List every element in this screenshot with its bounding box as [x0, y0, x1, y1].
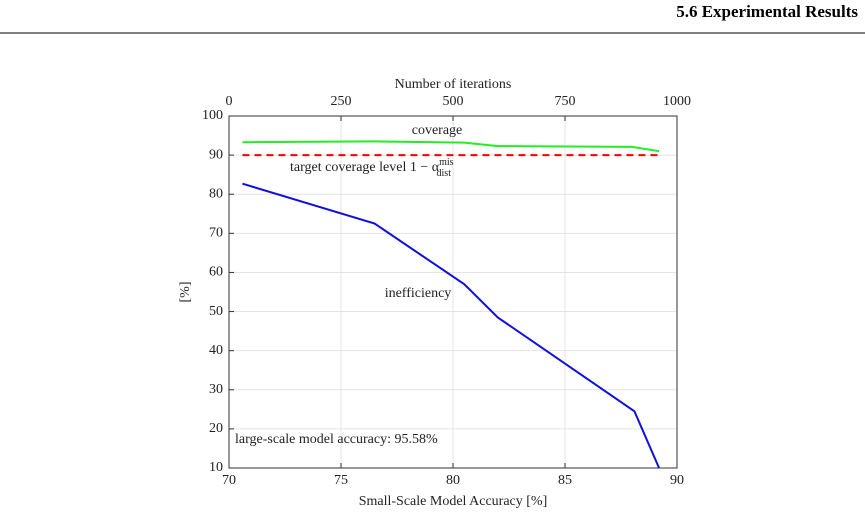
label-subscript: dist [437, 168, 452, 179]
plot-frame [228, 115, 678, 469]
y-tick-label: 40 [209, 343, 223, 358]
x-tick-label: 70 [222, 473, 236, 488]
series-label: coverage [412, 123, 463, 138]
x-tick-label: 80 [446, 473, 460, 488]
y-tick-label: 100 [202, 108, 223, 123]
y-tick-label: 60 [209, 265, 223, 280]
x-tick-label: 90 [670, 473, 684, 488]
annotation: large-scale model accuracy: 95.58% [235, 432, 438, 447]
series-label: inefficiency [385, 286, 452, 301]
y-axis-label: [%] [178, 282, 193, 303]
x2-tick-label: 250 [331, 94, 352, 109]
y-tick-label: 70 [209, 226, 223, 241]
y-tick-label: 90 [209, 147, 223, 162]
y-tick-label: 20 [209, 421, 223, 436]
x2-tick-label: 500 [443, 94, 464, 109]
label-superscript: mis [439, 157, 454, 168]
x2-tick-label: 750 [555, 94, 576, 109]
y-tick-label: 80 [209, 186, 223, 201]
series-label: target coverage level 1 − αmis dist [290, 157, 454, 179]
y-tick-label: 10 [209, 460, 223, 475]
section-title: 5.6 Experimental Results [676, 2, 858, 21]
x2-tick-label: 0 [226, 94, 233, 109]
series-line [242, 140, 660, 153]
x2-tick-label: 1000 [663, 94, 691, 109]
label-text: target coverage level 1 − α [290, 160, 440, 175]
y-tick-label: 30 [209, 382, 223, 397]
series-line [242, 182, 660, 469]
x-axis-label: Small-Scale Model Accuracy [%] [359, 494, 548, 509]
y-tick-label: 50 [209, 304, 223, 319]
x2-axis-label: Number of iterations [395, 77, 512, 92]
x-tick-label: 85 [558, 473, 572, 488]
x-tick-label: 75 [334, 473, 348, 488]
